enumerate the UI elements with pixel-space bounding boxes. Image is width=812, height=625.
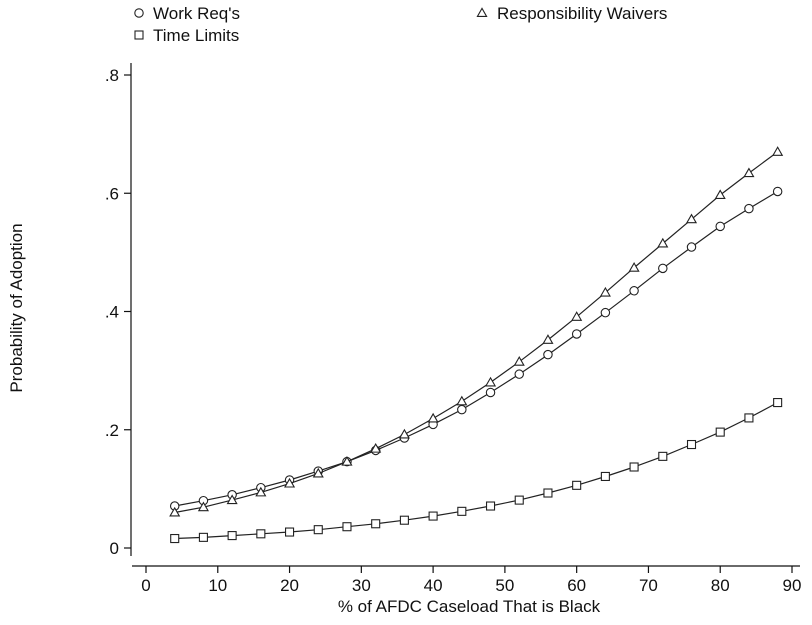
data-point-responsibility-waivers xyxy=(427,412,439,423)
data-point-responsibility-waivers xyxy=(743,167,755,178)
legend-label-time-limits: Time Limits xyxy=(153,26,239,45)
legend-item-responsibility-waivers: Responsibility Waivers xyxy=(476,4,667,23)
data-point-responsibility-waivers xyxy=(513,356,525,366)
data-point-time-limits xyxy=(342,522,352,532)
x-tick-label: 30 xyxy=(352,576,371,595)
data-point-work-req-s xyxy=(600,307,611,318)
legend-marker-circle xyxy=(134,8,144,18)
data-point-time-limits xyxy=(686,439,697,450)
data-point-responsibility-waivers xyxy=(628,262,640,272)
series-line-responsibility-waivers xyxy=(174,151,778,514)
data-point-time-limits xyxy=(744,413,754,423)
y-tick-label: 0 xyxy=(110,539,119,558)
legend-marker-square xyxy=(134,30,144,40)
data-point-time-limits xyxy=(773,398,783,408)
data-point-responsibility-waivers xyxy=(341,455,353,466)
data-point-time-limits xyxy=(371,519,381,529)
data-point-time-limits xyxy=(227,531,237,541)
data-point-time-limits xyxy=(543,488,553,498)
series-line-work-req-s xyxy=(174,190,778,507)
series-line-time-limits xyxy=(174,402,778,540)
legend-symbol xyxy=(476,7,488,18)
data-point-work-req-s xyxy=(514,369,524,379)
data-point-work-req-s xyxy=(485,387,496,398)
x-tick-label: 20 xyxy=(280,576,299,595)
data-point-responsibility-waivers xyxy=(312,467,324,478)
legend-item-work-reqs: Work Req's xyxy=(134,4,240,23)
data-point-time-limits xyxy=(658,451,668,461)
legend-symbol xyxy=(134,8,144,18)
data-point-responsibility-waivers xyxy=(255,486,267,497)
legend-marker-triangle xyxy=(476,7,488,18)
y-axis: 0 .2 .4 .6 .8 xyxy=(105,63,132,558)
data-point-responsibility-waivers xyxy=(197,501,209,512)
data-point-work-req-s xyxy=(571,329,582,339)
legend-label-responsibility-waivers: Responsibility Waivers xyxy=(497,4,667,23)
data-point-time-limits xyxy=(170,533,180,544)
data-point-responsibility-waivers xyxy=(542,334,554,344)
x-tick-label: 90 xyxy=(783,576,802,595)
x-tick-label: 10 xyxy=(208,576,227,595)
data-point-responsibility-waivers xyxy=(772,146,784,156)
data-point-work-req-s xyxy=(629,286,639,296)
legend-item-time-limits: Time Limits xyxy=(134,26,239,45)
data-point-time-limits xyxy=(285,527,295,537)
data-point-time-limits xyxy=(399,515,409,525)
data-point-responsibility-waivers xyxy=(456,395,468,406)
data-point-responsibility-waivers xyxy=(226,494,238,505)
data-point-work-req-s xyxy=(543,349,553,360)
y-tick-label: .8 xyxy=(105,66,119,85)
y-tick-label: .6 xyxy=(105,184,119,203)
x-tick-label: 50 xyxy=(495,576,514,595)
x-axis: 0 10 20 30 40 50 60 70 80 90 xyxy=(132,565,802,595)
series-responsibility-waivers xyxy=(169,146,784,517)
data-point-responsibility-waivers xyxy=(169,506,181,517)
data-point-work-req-s xyxy=(658,263,668,274)
data-point-work-req-s xyxy=(457,404,467,415)
data-point-time-limits xyxy=(600,471,610,482)
y-axis-title: Probability of Adoption xyxy=(7,223,26,392)
x-tick-label: 70 xyxy=(639,576,658,595)
data-point-responsibility-waivers xyxy=(599,286,611,297)
data-point-responsibility-waivers xyxy=(398,428,410,439)
x-axis-title: % of AFDC Caseload That is Black xyxy=(338,597,601,616)
data-point-work-req-s xyxy=(715,221,725,232)
data-point-work-req-s xyxy=(772,186,783,197)
data-point-time-limits xyxy=(629,462,639,472)
data-point-responsibility-waivers xyxy=(657,237,669,248)
y-tick-label: .2 xyxy=(105,421,119,440)
data-point-time-limits xyxy=(514,495,524,505)
data-point-time-limits xyxy=(572,480,582,490)
data-point-responsibility-waivers xyxy=(714,189,726,200)
legend-label-work-reqs: Work Req's xyxy=(153,4,240,23)
data-point-time-limits xyxy=(198,532,208,542)
data-point-time-limits xyxy=(485,501,496,511)
data-point-time-limits xyxy=(457,506,467,516)
data-point-responsibility-waivers xyxy=(571,311,583,321)
series-time-limits xyxy=(170,398,783,544)
data-point-time-limits xyxy=(256,529,266,539)
data-point-work-req-s xyxy=(686,242,697,252)
data-point-time-limits xyxy=(313,525,323,535)
data-point-work-req-s xyxy=(744,203,754,214)
legend: Work Req's Responsibility Waivers Time L… xyxy=(134,4,667,45)
data-point-responsibility-waivers xyxy=(685,213,698,224)
legend-symbol xyxy=(134,30,144,40)
data-point-responsibility-waivers xyxy=(484,376,497,387)
data-point-time-limits xyxy=(428,511,438,521)
plot-series xyxy=(169,146,784,544)
x-tick-label: 80 xyxy=(711,576,730,595)
x-tick-label: 60 xyxy=(567,576,586,595)
y-tick-label: .4 xyxy=(105,303,119,322)
data-point-responsibility-waivers xyxy=(284,477,296,488)
data-point-time-limits xyxy=(715,427,725,437)
series-work-req-s xyxy=(169,186,783,511)
x-tick-label: 40 xyxy=(424,576,443,595)
data-point-responsibility-waivers xyxy=(370,442,382,453)
x-tick-label: 0 xyxy=(141,576,150,595)
